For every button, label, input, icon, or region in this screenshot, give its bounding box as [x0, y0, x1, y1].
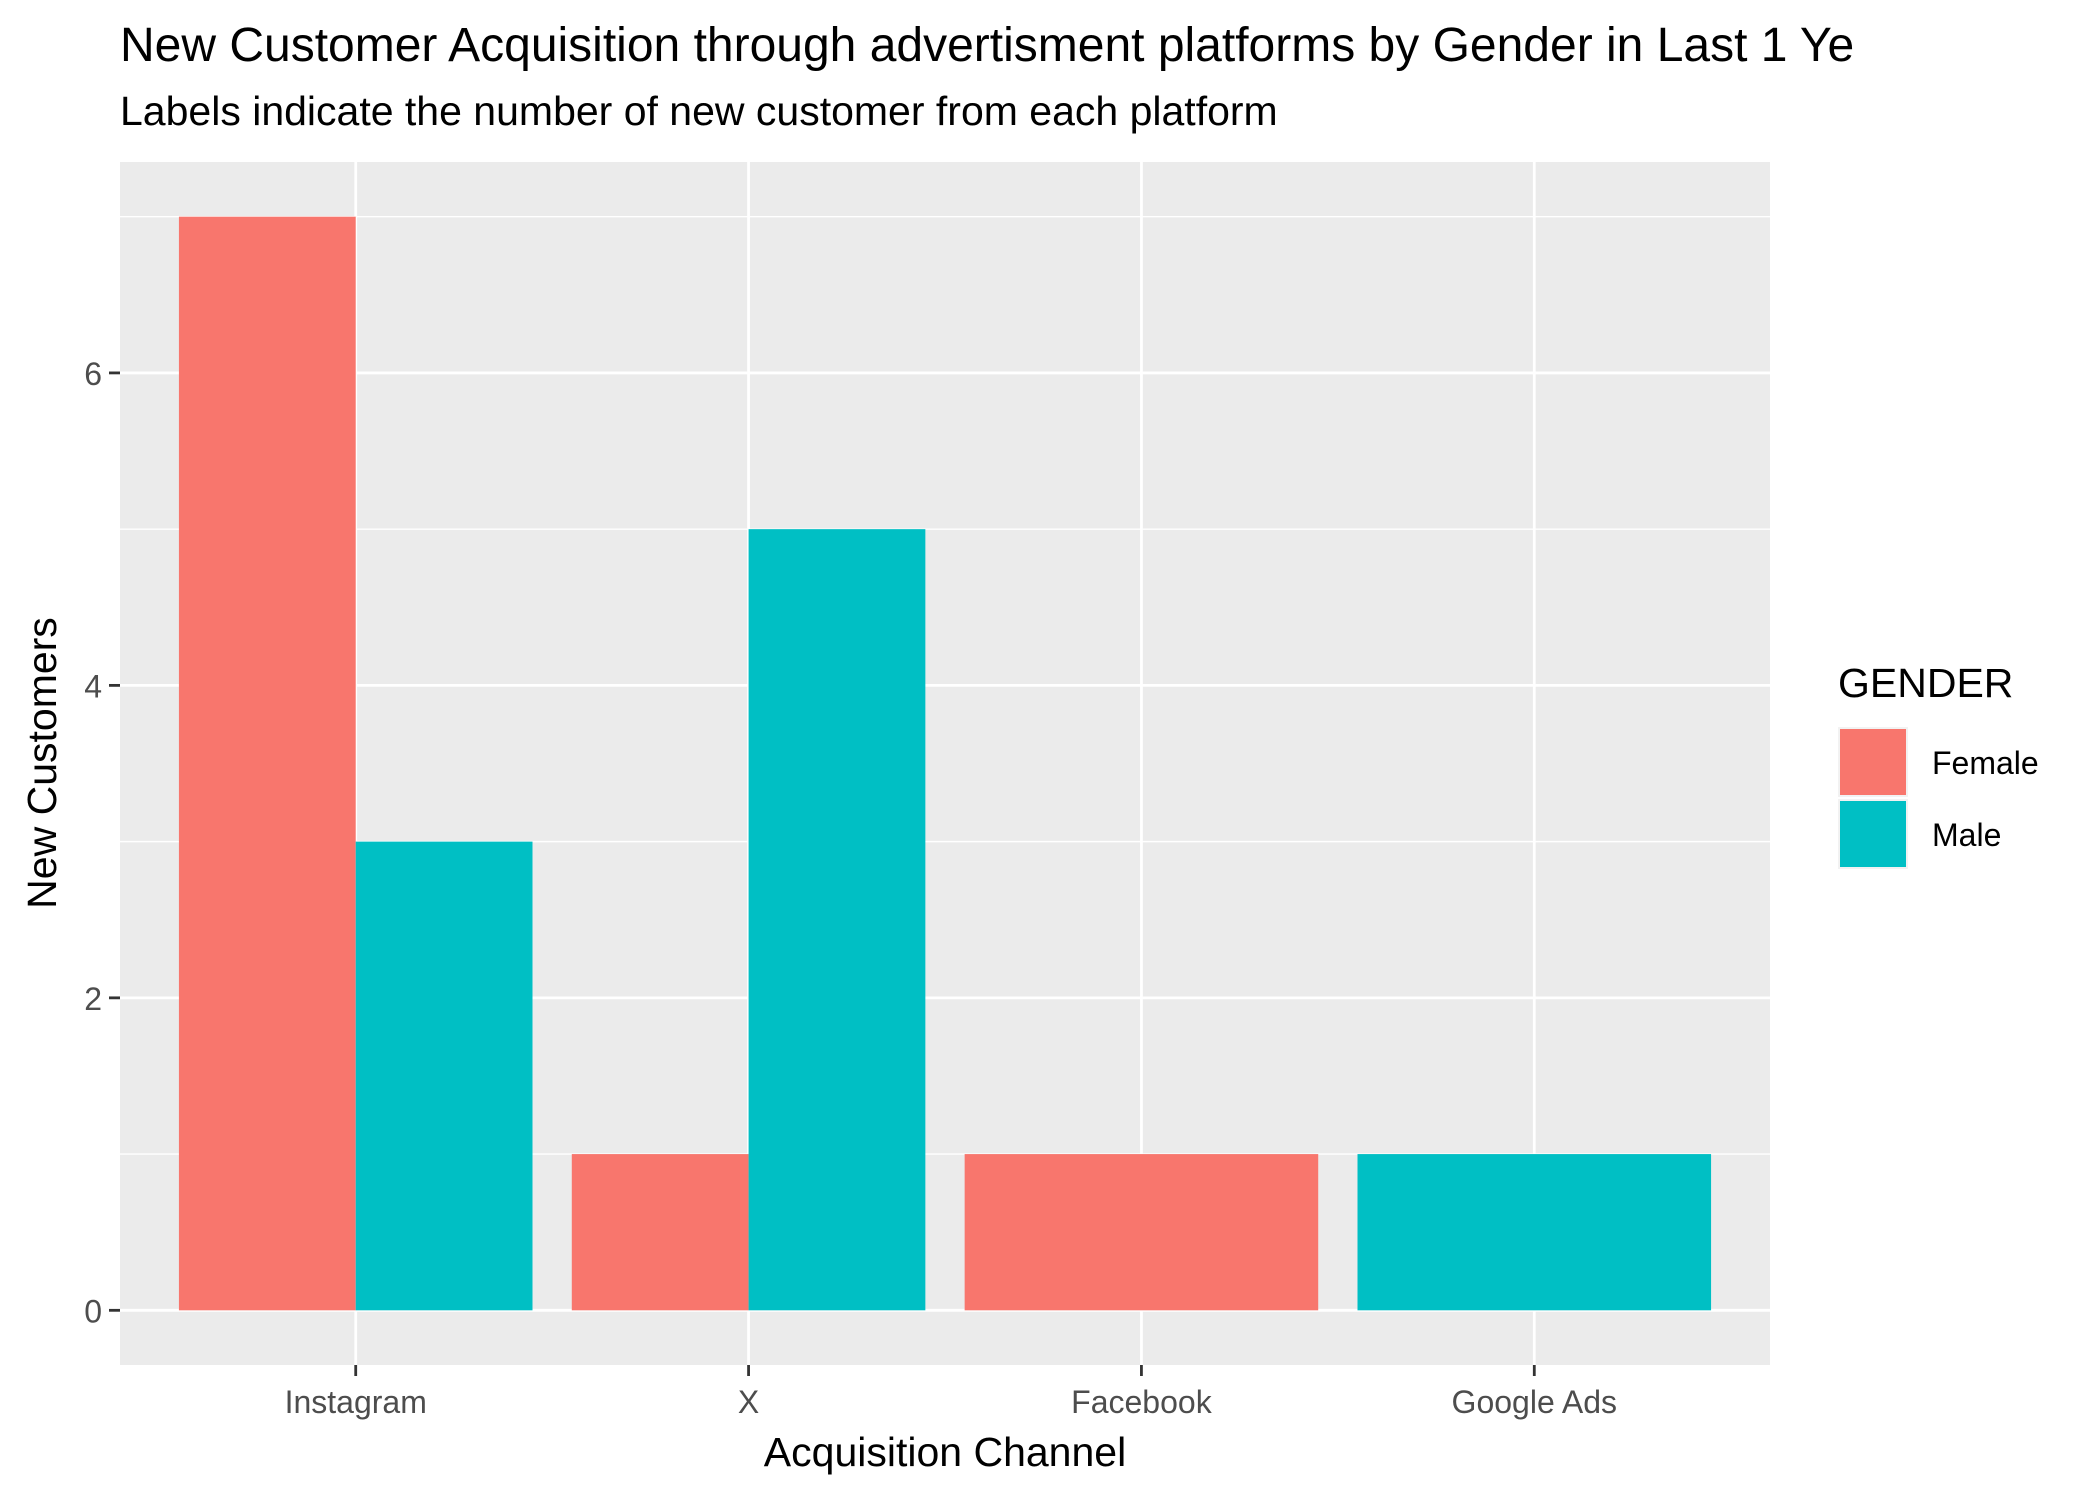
- legend-title: GENDER: [1838, 660, 2013, 706]
- x-tick-label: X: [738, 1384, 759, 1420]
- bar-female-facebook: [964, 1154, 1319, 1311]
- y-tick-label: 4: [84, 668, 102, 704]
- bar-male-x: [748, 529, 926, 1311]
- legend-label-female: Female: [1932, 745, 2039, 781]
- bar-female-instagram: [178, 216, 356, 1311]
- x-axis-title: Acquisition Channel: [764, 1429, 1126, 1475]
- chart-title: New Customer Acquisition through adverti…: [120, 19, 1855, 72]
- legend-key-female: [1840, 729, 1906, 795]
- x-tick-label: Google Ads: [1452, 1384, 1617, 1420]
- legend-label-male: Male: [1932, 817, 2001, 853]
- y-tick-label: 0: [84, 1293, 102, 1329]
- bars: [178, 216, 1712, 1311]
- bar-female-x: [571, 1154, 749, 1311]
- chart-subtitle: Labels indicate the number of new custom…: [120, 88, 1278, 134]
- bar-male-instagram: [355, 841, 533, 1311]
- y-axis-title: New Customers: [19, 617, 65, 909]
- x-axis: Instagram X Facebook Google Ads: [285, 1365, 1617, 1420]
- legend-key-male: [1840, 801, 1906, 867]
- legend: GENDER Female Male: [1838, 660, 2039, 869]
- bar-male-google-ads: [1357, 1154, 1712, 1311]
- x-tick-label: Facebook: [1071, 1384, 1213, 1420]
- y-tick-label: 6: [84, 356, 102, 392]
- y-tick-label: 2: [84, 981, 102, 1017]
- x-tick-label: Instagram: [285, 1384, 427, 1420]
- y-axis: 0 2 4 6: [84, 356, 120, 1329]
